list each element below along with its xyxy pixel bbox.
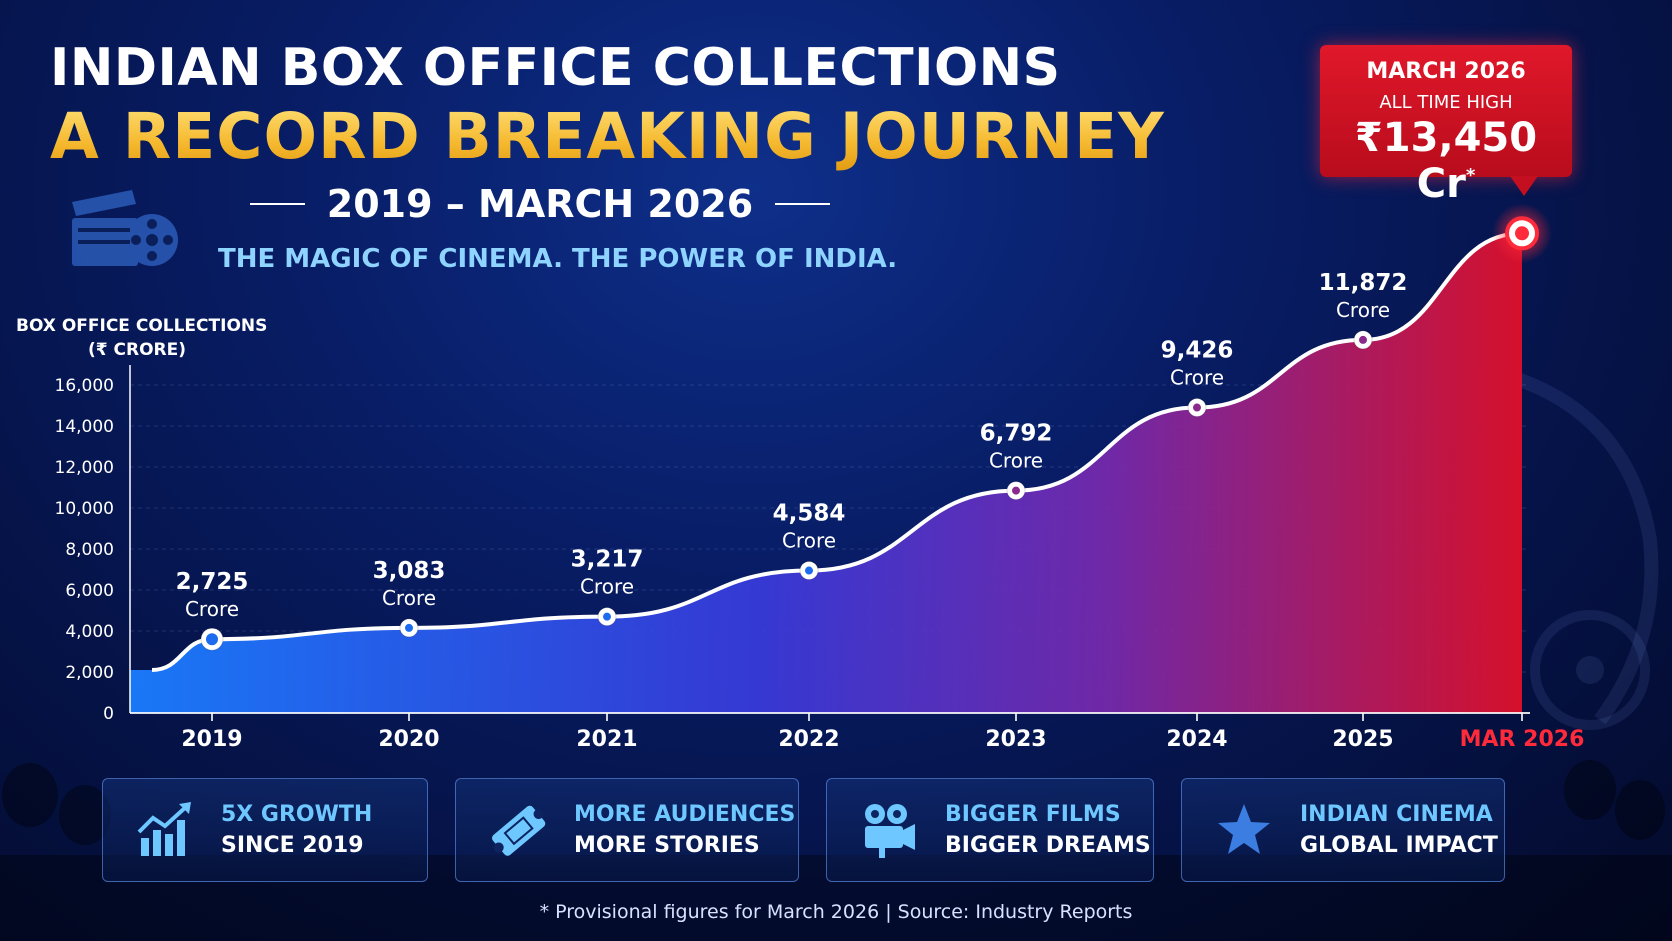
y-tick-label: 12,000 bbox=[55, 458, 114, 478]
period-text: 2019 – MARCH 2026 bbox=[326, 182, 754, 226]
title-line-2: A RECORD BREAKING JOURNEY bbox=[50, 100, 1165, 173]
data-label-unit: Crore bbox=[1170, 366, 1224, 390]
movie-camera-icon bbox=[865, 804, 915, 858]
y-axis-title-line-1: BOX OFFICE COLLECTIONS bbox=[16, 316, 268, 336]
data-label-unit: Crore bbox=[382, 586, 436, 610]
data-point-core bbox=[1359, 335, 1367, 344]
data-point-core bbox=[206, 633, 218, 646]
y-tick-label: 2,000 bbox=[65, 663, 114, 683]
data-label-unit: Crore bbox=[1336, 298, 1390, 322]
data-label-value: 3,083 bbox=[373, 558, 446, 584]
card-films-line-2: BIGGER DREAMS bbox=[945, 833, 1151, 858]
area-chart: 0 2,000 4,000 6,000 8,000 10,000 12,000 14,000 1… bbox=[55, 203, 1585, 752]
card-films: BIGGER FILMS BIGGER DREAMS bbox=[826, 778, 1154, 882]
card-global: INDIAN CINEMA GLOBAL IMPACT bbox=[1181, 778, 1505, 882]
callout-value: ₹13,450 Cr* bbox=[1320, 115, 1572, 207]
x-tick-label: 2020 bbox=[378, 727, 439, 752]
growth-chart-icon bbox=[137, 802, 191, 856]
card-growth-line-2: SINCE 2019 bbox=[221, 833, 364, 858]
data-point-highlight-core bbox=[1515, 226, 1529, 241]
card-audiences: MORE AUDIENCES MORE STORIES bbox=[455, 778, 799, 882]
card-global-line-2: GLOBAL IMPACT bbox=[1300, 833, 1498, 858]
x-tick-label: 2023 bbox=[985, 727, 1046, 752]
callout-footnote-marker: * bbox=[1465, 165, 1476, 186]
title-line-1: INDIAN BOX OFFICE COLLECTIONS bbox=[50, 38, 1061, 98]
data-point-core bbox=[405, 623, 413, 632]
period-right-rule bbox=[775, 203, 830, 205]
x-tick-label: 2024 bbox=[1166, 727, 1227, 752]
card-global-line-1: INDIAN CINEMA bbox=[1300, 802, 1493, 827]
card-growth-line-1: 5X GROWTH bbox=[221, 802, 373, 827]
y-tick-label: 6,000 bbox=[65, 581, 114, 601]
card-films-line-1: BIGGER FILMS bbox=[945, 802, 1121, 827]
area-fill bbox=[130, 233, 1522, 713]
tagline: THE MAGIC OF CINEMA. THE POWER OF INDIA. bbox=[218, 244, 898, 274]
period-heading: 2019 – MARCH 2026 bbox=[250, 182, 830, 226]
data-label-value: 6,792 bbox=[980, 421, 1053, 447]
y-tick-label: 0 bbox=[103, 704, 114, 724]
y-tick-label: 14,000 bbox=[55, 417, 114, 437]
data-label-unit: Crore bbox=[989, 449, 1043, 473]
y-axis-title: BOX OFFICE COLLECTIONS (₹ CRORE) bbox=[16, 314, 267, 362]
data-label-value: 3,217 bbox=[571, 547, 644, 573]
x-tick-label: MAR 2026 bbox=[1460, 727, 1585, 752]
callout-date: MARCH 2026 bbox=[1366, 59, 1526, 84]
star-icon bbox=[1218, 804, 1270, 854]
data-label-unit: Crore bbox=[580, 575, 634, 599]
ticket-icon bbox=[492, 805, 546, 856]
callout-pointer bbox=[1510, 176, 1538, 196]
data-label-value: 9,426 bbox=[1161, 338, 1234, 364]
data-label-value: 4,584 bbox=[773, 501, 846, 527]
y-tick-label: 8,000 bbox=[65, 540, 114, 560]
card-audiences-line-1: MORE AUDIENCES bbox=[574, 802, 796, 827]
period-left-rule bbox=[250, 203, 305, 205]
callout-value-text: ₹13,450 Cr bbox=[1354, 115, 1538, 207]
data-point-core bbox=[1012, 486, 1020, 495]
data-point-core bbox=[603, 612, 611, 621]
data-label-value: 11,872 bbox=[1319, 270, 1408, 296]
callout-subtitle: ALL TIME HIGH bbox=[1379, 92, 1513, 113]
data-point-core bbox=[1193, 403, 1201, 412]
film-reel-decoration-icon bbox=[1517, 373, 1659, 730]
x-tick-label: 2022 bbox=[778, 727, 839, 752]
data-label-unit: Crore bbox=[782, 529, 836, 553]
x-tick-label: 2021 bbox=[576, 727, 637, 752]
y-tick-label: 16,000 bbox=[55, 376, 114, 396]
card-audiences-line-2: MORE STORIES bbox=[574, 833, 760, 858]
y-tick-label: 4,000 bbox=[65, 622, 114, 642]
x-tick-label: 2025 bbox=[1332, 727, 1393, 752]
y-tick-label: 10,000 bbox=[55, 499, 114, 519]
data-point-core bbox=[805, 566, 813, 575]
footnote: * Provisional figures for March 2026 | S… bbox=[539, 901, 1133, 923]
data-label-unit: Crore bbox=[185, 597, 239, 621]
y-axis-title-line-2: (₹ CRORE) bbox=[88, 340, 187, 360]
x-tick-label: 2019 bbox=[181, 727, 242, 752]
card-growth: 5X GROWTH SINCE 2019 bbox=[102, 778, 428, 882]
data-label-value: 2,725 bbox=[176, 569, 249, 595]
series-line bbox=[151, 231, 1523, 672]
clapperboard-film-reel-icon bbox=[72, 190, 178, 266]
all-time-high-callout: MARCH 2026 ALL TIME HIGH ₹13,450 Cr* bbox=[1320, 45, 1572, 207]
